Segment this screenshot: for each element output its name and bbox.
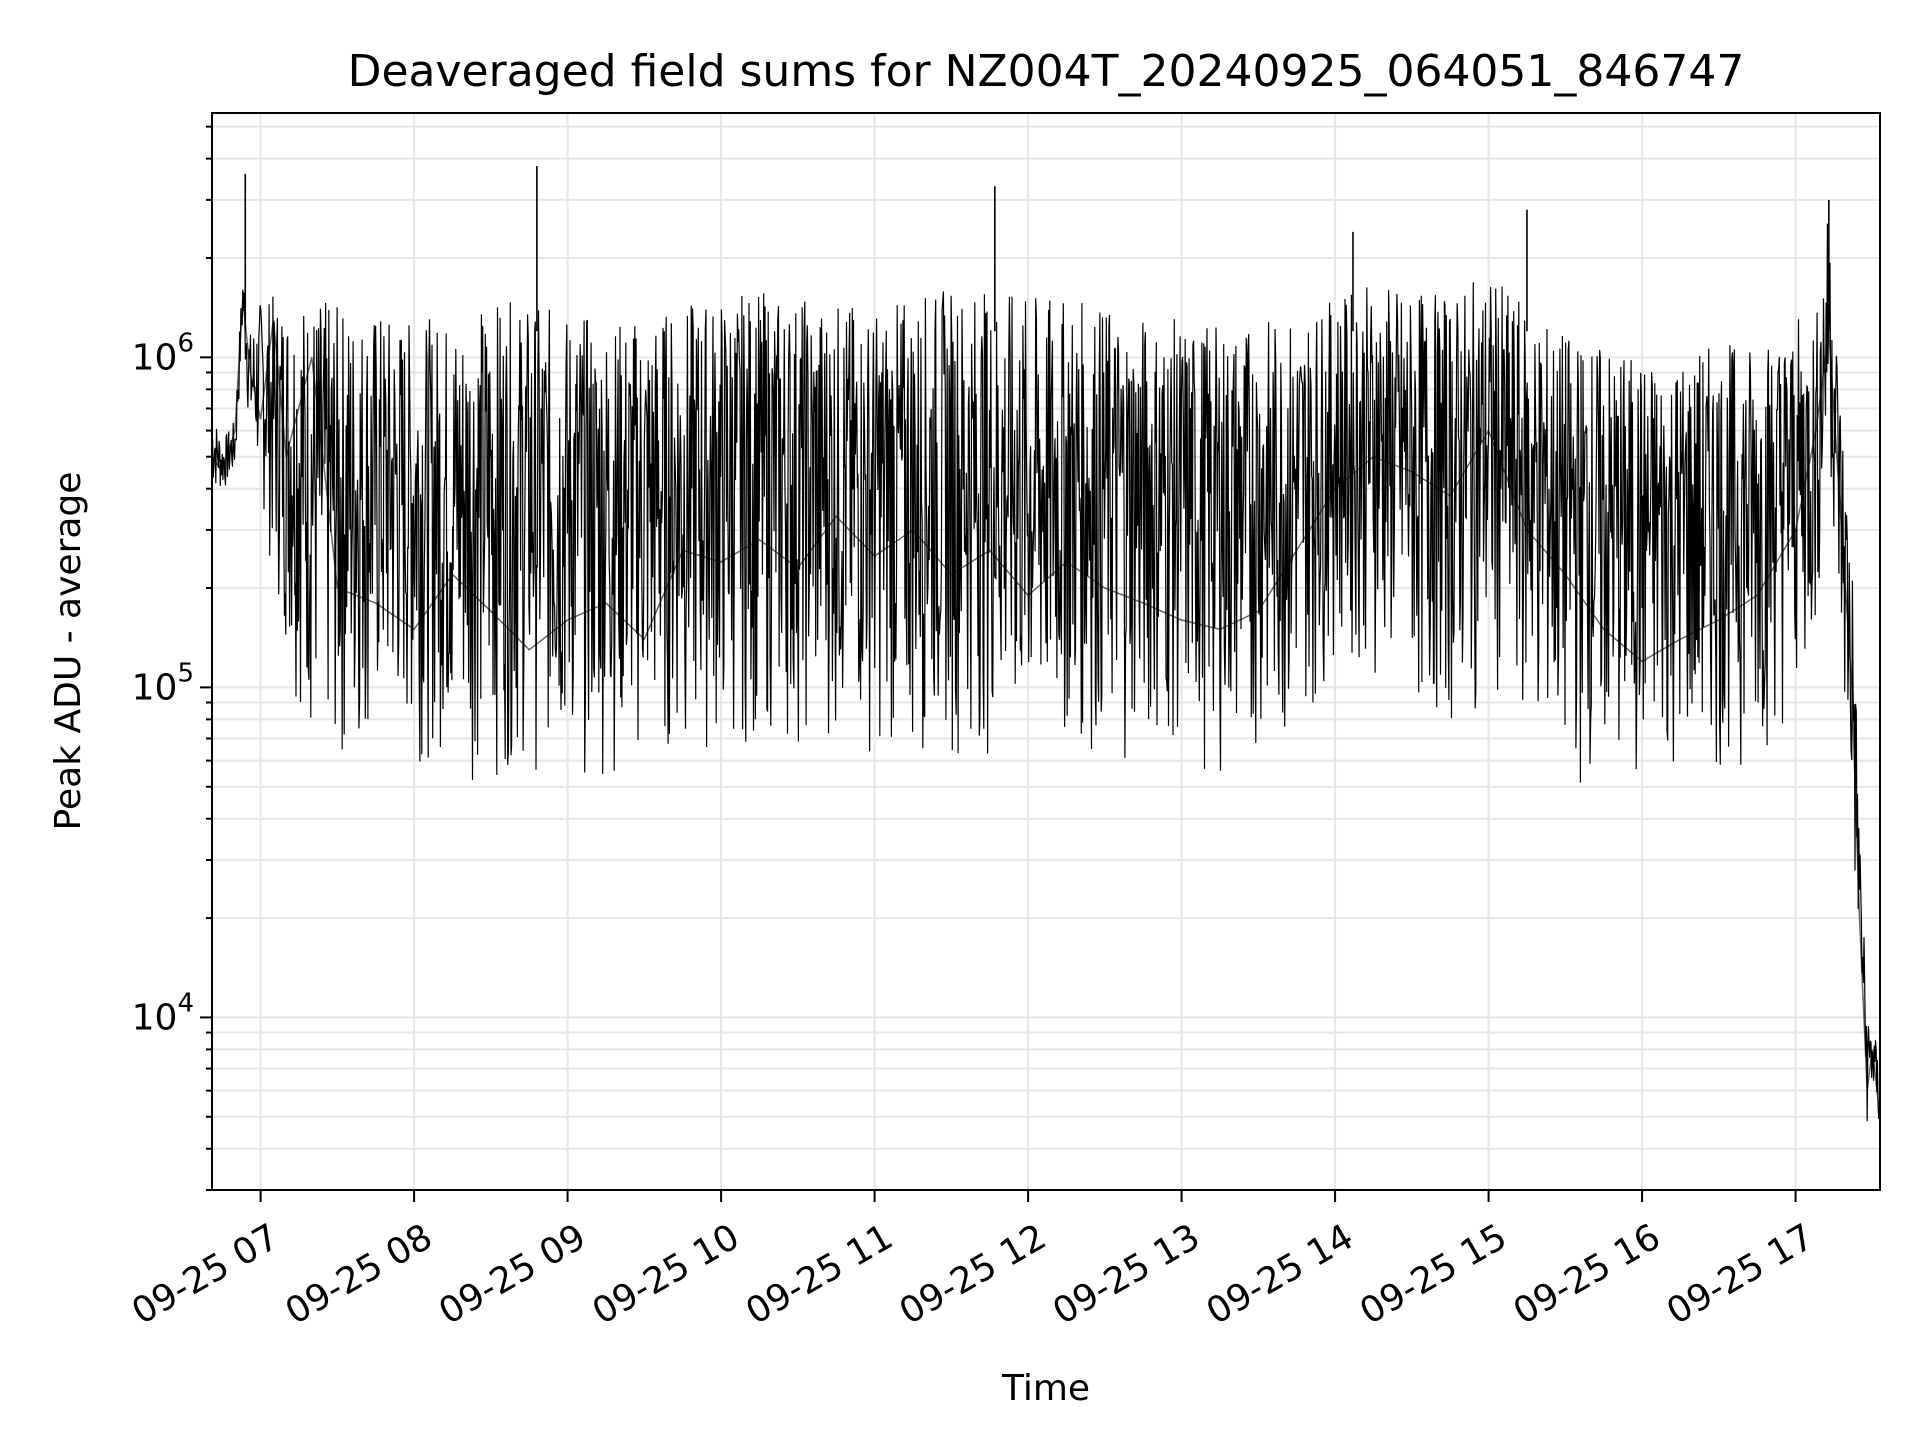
chart-title: Deaveraged field sums for NZ004T_2024092… <box>348 46 1745 97</box>
y-tick-label-base: 10 <box>132 997 178 1038</box>
y-axis-label: Peak ADU - average <box>48 472 89 831</box>
y-tick-label-exponent: 4 <box>177 988 194 1018</box>
series-group <box>211 165 1881 1122</box>
y-tick-label: 105 <box>132 658 194 708</box>
y-tick-label-exponent: 5 <box>177 658 194 688</box>
plot-area-frame <box>211 112 1881 1191</box>
series-trace <box>211 223 1881 1122</box>
series-median-line <box>211 299 1881 1117</box>
y-tick-label: 104 <box>132 988 194 1038</box>
y-tick-label: 106 <box>132 328 194 378</box>
y-tick-label-exponent: 6 <box>177 328 194 358</box>
y-tick-label-base: 10 <box>132 667 178 708</box>
y-tick-label-base: 10 <box>132 337 178 378</box>
x-axis-label: Time <box>1001 1368 1090 1409</box>
